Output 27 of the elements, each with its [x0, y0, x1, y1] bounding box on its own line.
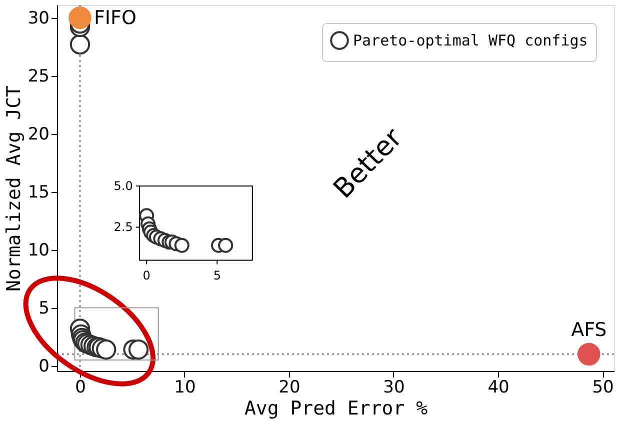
y-tick-label: 5.0 — [114, 178, 133, 193]
series-label: AFS — [571, 319, 607, 342]
y-tick-label: 2.5 — [114, 220, 133, 234]
y-tick-label: 15 — [28, 182, 50, 202]
x-axis-title: Avg Pred Error % — [244, 398, 428, 420]
point — [128, 339, 149, 360]
y-tick-label: 30 — [28, 8, 50, 28]
point — [70, 34, 90, 55]
y-tick-label: 5 — [38, 298, 50, 318]
y-tick-label: 10 — [28, 240, 50, 260]
y-tick-label: 0 — [38, 356, 50, 376]
x-tick-label: 40 — [488, 378, 510, 398]
point — [218, 238, 234, 253]
y-axis-title: Normalized Avg JCT — [2, 86, 25, 292]
point — [96, 339, 116, 360]
point — [68, 6, 92, 30]
legend-label: Pareto-optimal WFQ configs — [353, 32, 588, 50]
y-tick-label: 20 — [28, 124, 50, 144]
y-tick-label: 25 — [28, 66, 50, 86]
x-tick-label: 30 — [383, 378, 405, 398]
series-label: FIFO — [94, 6, 136, 29]
point — [578, 342, 600, 366]
x-tick-label: 10 — [174, 378, 196, 398]
x-tick-label: 0 — [75, 378, 86, 398]
x-tick-label: 20 — [278, 378, 300, 398]
x-tick-label: 50 — [592, 378, 614, 398]
point — [174, 238, 190, 253]
